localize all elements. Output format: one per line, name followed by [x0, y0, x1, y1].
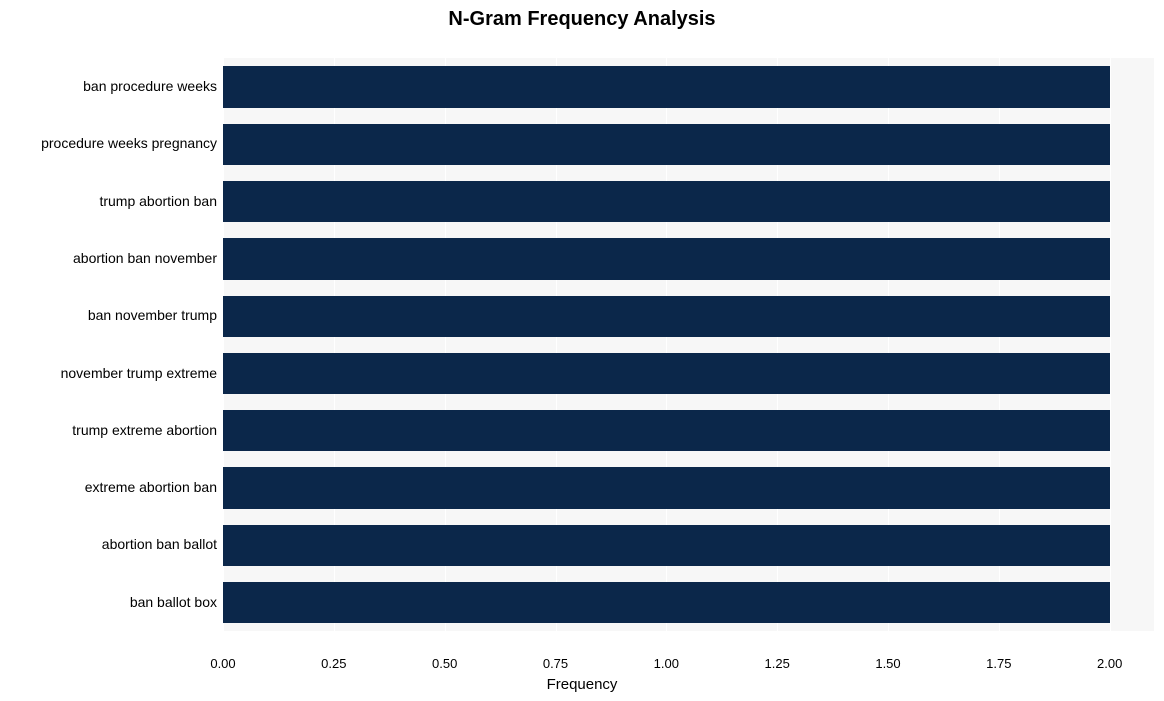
- x-tick-label: 0.25: [321, 656, 346, 671]
- bar: [223, 467, 1110, 508]
- bar: [223, 410, 1110, 451]
- bar: [223, 296, 1110, 337]
- x-tick-label: 0.50: [432, 656, 457, 671]
- y-tick-label: trump extreme abortion: [72, 422, 217, 438]
- x-tick-label: 1.25: [765, 656, 790, 671]
- x-tick-label: 0.75: [543, 656, 568, 671]
- bar: [223, 582, 1110, 623]
- x-tick-label: 1.00: [654, 656, 679, 671]
- x-tick-label: 0.00: [210, 656, 235, 671]
- bar: [223, 181, 1110, 222]
- y-tick-label: extreme abortion ban: [85, 479, 217, 495]
- bar: [223, 525, 1110, 566]
- grid-line: [1110, 36, 1111, 645]
- bar: [223, 238, 1110, 279]
- y-tick-label: ban procedure weeks: [83, 78, 217, 94]
- bar: [223, 124, 1110, 165]
- chart-title: N-Gram Frequency Analysis: [0, 8, 1164, 31]
- bar: [223, 66, 1110, 107]
- y-tick-label: ban ballot box: [130, 594, 217, 610]
- x-axis-label: Frequency: [0, 676, 1164, 693]
- y-tick-label: procedure weeks pregnancy: [41, 135, 217, 151]
- y-tick-label: trump abortion ban: [99, 193, 217, 209]
- y-tick-label: ban november trump: [88, 307, 217, 323]
- y-tick-label: abortion ban ballot: [102, 536, 217, 552]
- bar: [223, 353, 1110, 394]
- x-tick-label: 1.50: [875, 656, 900, 671]
- x-tick-label: 2.00: [1097, 656, 1122, 671]
- chart-container: N-Gram Frequency Analysis Frequency ban …: [0, 0, 1164, 701]
- plot-area: [223, 36, 1154, 645]
- y-tick-label: abortion ban november: [73, 250, 217, 266]
- x-tick-label: 1.75: [986, 656, 1011, 671]
- y-tick-label: november trump extreme: [61, 365, 217, 381]
